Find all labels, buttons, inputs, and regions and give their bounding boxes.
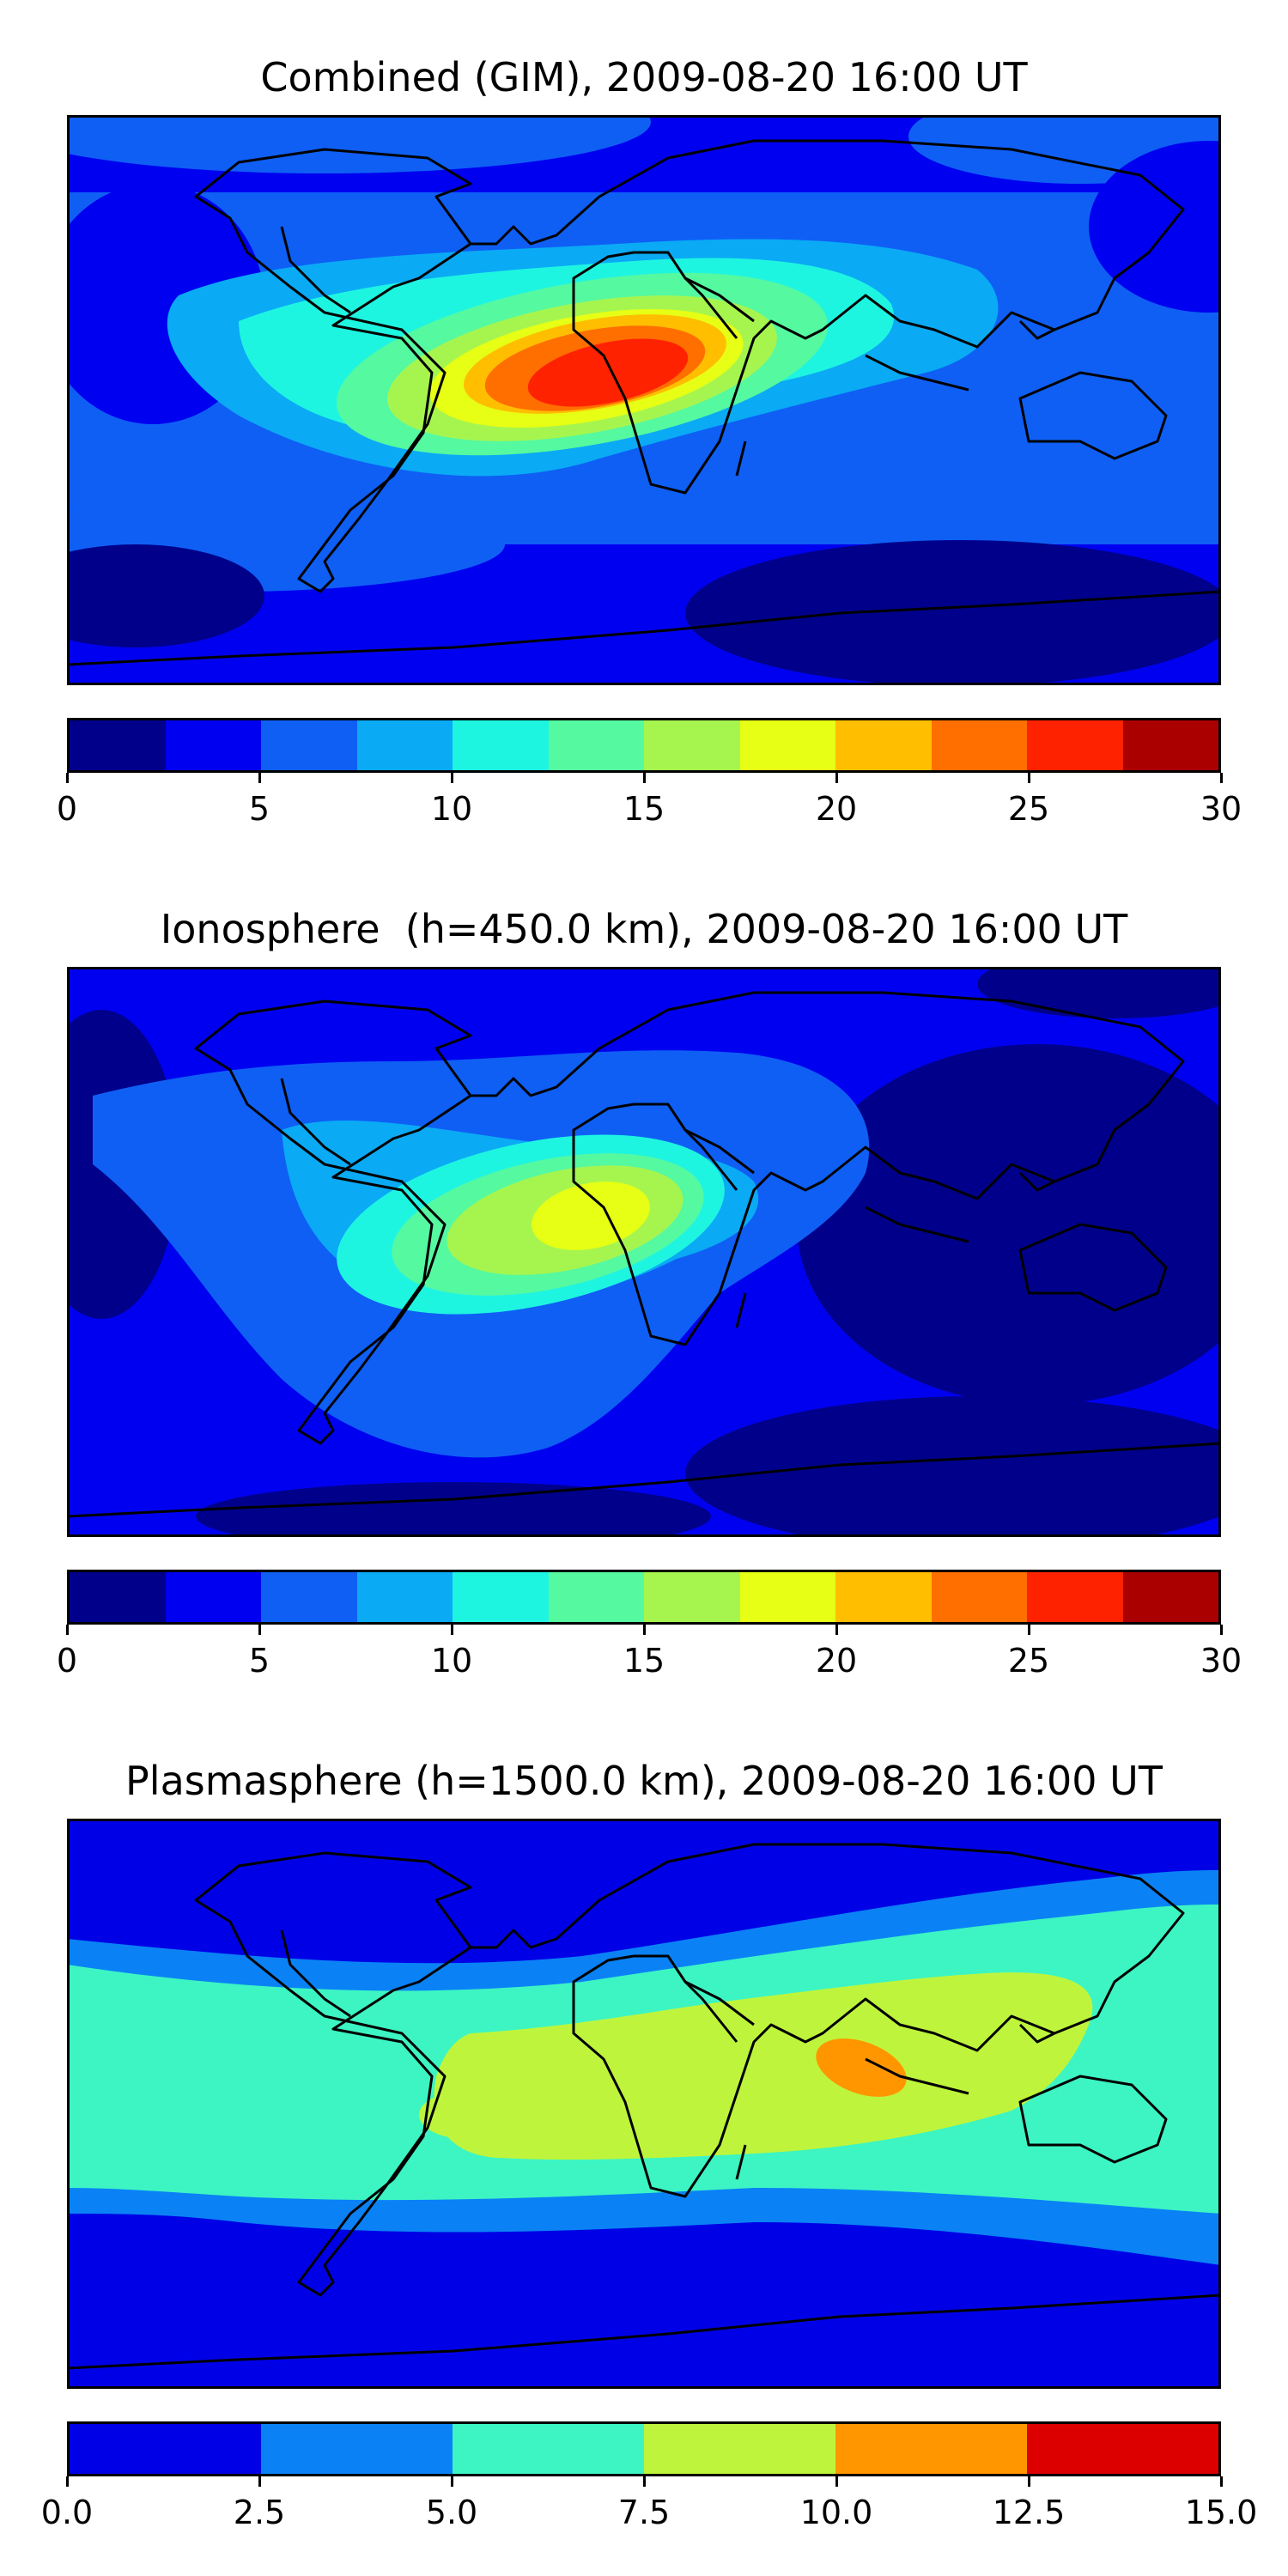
colorbar-segment: [453, 1572, 549, 1622]
tick-label: 20: [815, 1642, 858, 1680]
colorbar-segment: [453, 720, 549, 770]
colorbar-segment: [1027, 2424, 1218, 2474]
coastlines: [67, 139, 1221, 666]
colorbar-ticks-ionosphere: 0 5 10 15 20 25 30: [57, 1625, 1242, 1680]
colorbar-segment: [1122, 1572, 1218, 1622]
tick-label: 30: [1200, 1642, 1242, 1680]
map-combined: [67, 115, 1221, 685]
colorbar-ticks-combined: 0 5 10 15 20 25 30: [57, 773, 1242, 828]
tick-label: 25: [1007, 1642, 1050, 1680]
contour-band: [1089, 141, 1221, 313]
tick-label: 15: [623, 1642, 665, 1680]
colorbar-segment: [835, 720, 932, 770]
colorbar-segment: [835, 2424, 1027, 2474]
colorbar-segment: [261, 720, 357, 770]
contour-band: [419, 2091, 513, 2139]
tick-label: 15.0: [1184, 2494, 1258, 2531]
contour-band: [434, 1972, 1093, 2160]
map-plasmasphere: [67, 1819, 1221, 2389]
colorbar-segment: [739, 720, 835, 770]
colorbar-segment: [165, 720, 261, 770]
colorbar-plasmasphere: [67, 2421, 1221, 2476]
tick-label: 25: [1007, 790, 1050, 828]
colorbar-segment: [261, 2424, 453, 2474]
colorbar-segment: [70, 1572, 166, 1622]
contour-band: [196, 1482, 711, 1537]
colorbar-combined: [67, 718, 1221, 773]
coastlines: [67, 1843, 1221, 2370]
colorbar-ionosphere: [67, 1570, 1221, 1625]
tick-label: 12.5: [992, 2494, 1066, 2531]
contour-band: [532, 1182, 650, 1250]
colorbar-segment: [548, 1572, 644, 1622]
colorbar-segment: [1027, 1572, 1123, 1622]
contour-band: [816, 2038, 907, 2097]
tick-label: 30: [1200, 790, 1242, 828]
tick-label: 5: [248, 1642, 270, 1680]
colorbar-segment: [835, 1572, 932, 1622]
contour-band: [685, 1396, 1221, 1537]
tick-label: 5.0: [425, 2494, 478, 2531]
tick-label: 10: [430, 790, 473, 828]
contour-band: [527, 338, 689, 407]
contour-band: [67, 115, 651, 173]
colorbar-segment: [1027, 720, 1123, 770]
panel-title-combined: Combined (GIM), 2009-08-20 16:00 UT: [260, 54, 1028, 100]
tick-label: 15: [623, 790, 665, 828]
colorbar-segment: [356, 1572, 453, 1622]
colorbar-ticks-plasmasphere: 0.0 2.5 5.0 7.5 10.0 12.5 15.0: [41, 2476, 1257, 2531]
tick-label: 7.5: [617, 2494, 671, 2531]
tick-label: 10.0: [799, 2494, 873, 2531]
coastlines: [67, 991, 1221, 1518]
colorbar-segment: [644, 2424, 835, 2474]
colorbar-segment: [739, 1572, 835, 1622]
colorbar-segment: [1122, 720, 1218, 770]
colorbar-segment: [644, 1572, 740, 1622]
colorbar-segment: [931, 1572, 1027, 1622]
tick-label: 2.5: [233, 2494, 286, 2531]
panel-title-ionosphere: Ionosphere (h=450.0 km), 2009-08-20 16:0…: [160, 906, 1128, 952]
colorbar-segment: [261, 1572, 357, 1622]
tick-label: 5: [248, 790, 270, 828]
contour-band: [67, 544, 264, 647]
tick-label: 0: [56, 1642, 78, 1680]
contour-band: [797, 1044, 1221, 1405]
colorbar-segment: [453, 2424, 644, 2474]
colorbar-segment: [548, 720, 644, 770]
colorbar-segment: [70, 2424, 261, 2474]
colorbar-segment: [356, 720, 453, 770]
contour-band: [685, 540, 1221, 685]
map-ionosphere: [67, 967, 1221, 1537]
colorbar-segment: [644, 720, 740, 770]
tick-label: 10: [430, 1642, 473, 1680]
colorbar-segment: [931, 720, 1027, 770]
colorbar-segment: [70, 720, 166, 770]
panel-title-plasmasphere: Plasmasphere (h=1500.0 km), 2009-08-20 1…: [125, 1758, 1163, 1804]
tick-label: 0.0: [40, 2494, 94, 2531]
tick-label: 20: [815, 790, 858, 828]
tick-label: 0: [56, 790, 78, 828]
colorbar-segment: [165, 1572, 261, 1622]
